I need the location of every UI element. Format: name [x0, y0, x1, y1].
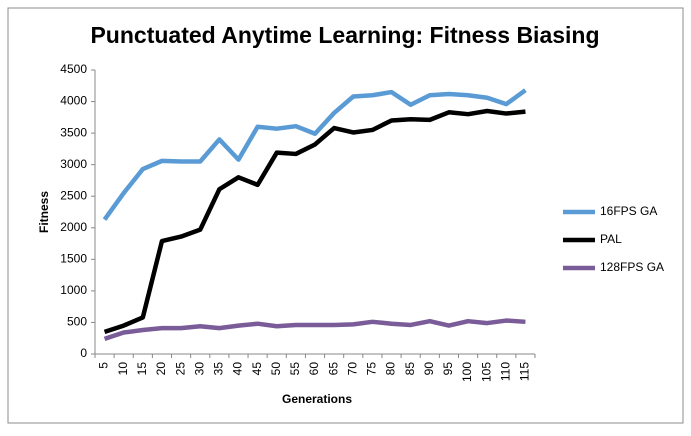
x-tick-label: 105: [479, 362, 493, 382]
legend-label: PAL: [600, 232, 622, 246]
x-tick-label: 40: [231, 362, 245, 376]
x-tick-label: 50: [269, 362, 283, 376]
x-tick-label: 75: [365, 362, 379, 376]
y-tick-label: 3500: [60, 125, 87, 139]
y-tick-label: 4500: [60, 62, 87, 76]
y-tick-label: 1000: [60, 283, 87, 297]
x-tick-label: 5: [97, 362, 111, 369]
chart-title: Punctuated Anytime Learning: Fitness Bia…: [90, 22, 599, 48]
x-tick-label: 25: [173, 362, 187, 376]
x-tick-label: 10: [116, 362, 130, 376]
legend-label: 16FPS GA: [600, 204, 657, 218]
x-tick-label: 60: [307, 362, 321, 376]
series-line: [103, 318, 526, 341]
legend-label: 128FPS GA: [600, 260, 664, 274]
y-tick-label: 2500: [60, 188, 87, 202]
series-line: [103, 108, 526, 335]
y-tick-label: 1500: [60, 252, 87, 266]
x-tick-label: 70: [345, 362, 359, 376]
x-tick-label: 110: [498, 362, 512, 381]
x-tick-label: 100: [460, 362, 474, 382]
y-tick-label: 0: [80, 346, 87, 360]
x-tick-label: 45: [250, 362, 264, 376]
x-tick-label: 20: [154, 362, 168, 376]
x-axis-label: Generations: [282, 392, 352, 406]
y-axis-label: Fitness: [37, 191, 51, 233]
x-tick-label: 15: [135, 362, 149, 376]
x-tick-label: 90: [422, 362, 436, 376]
x-tick-label: 30: [192, 362, 206, 376]
x-tick-label: 115: [518, 362, 532, 381]
y-tick-label: 500: [67, 315, 87, 329]
y-tick-label: 2000: [60, 220, 87, 234]
x-tick-label: 80: [384, 362, 398, 376]
x-tick-label: 85: [403, 362, 417, 376]
series-line: [102, 88, 527, 221]
y-tick-label: 4000: [60, 94, 87, 108]
x-tick-label: 95: [441, 362, 455, 376]
x-tick-label: 55: [288, 362, 302, 376]
x-tick-label: 35: [212, 362, 226, 376]
y-tick-label: 3000: [60, 157, 87, 171]
x-tick-label: 65: [326, 362, 340, 376]
